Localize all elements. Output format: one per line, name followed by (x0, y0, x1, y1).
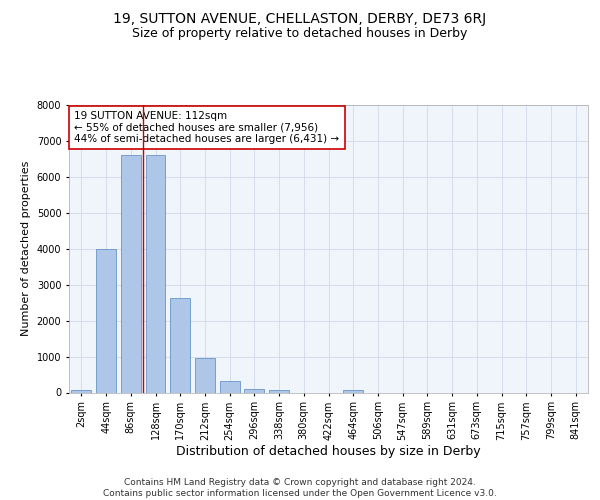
Bar (220, 380, 239, 392)
Text: Contains HM Land Registry data © Crown copyright and database right 2024.
Contai: Contains HM Land Registry data © Crown c… (103, 478, 497, 498)
Bar (96, 250, 116, 392)
Bar (121, 156, 140, 392)
Text: Size of property relative to detached houses in Derby: Size of property relative to detached ho… (133, 28, 467, 40)
X-axis label: Distribution of detached houses by size in Derby: Distribution of detached houses by size … (176, 445, 481, 458)
Y-axis label: Number of detached properties: Number of detached properties (21, 161, 31, 336)
Bar (244, 388, 264, 392)
Bar (343, 390, 363, 392)
Text: 19, SUTTON AVENUE, CHELLASTON, DERBY, DE73 6RJ: 19, SUTTON AVENUE, CHELLASTON, DERBY, DE… (113, 12, 487, 26)
Bar (170, 298, 190, 392)
Bar (269, 390, 289, 392)
Text: 19 SUTTON AVENUE: 112sqm
← 55% of detached houses are smaller (7,956)
44% of sem: 19 SUTTON AVENUE: 112sqm ← 55% of detach… (74, 111, 340, 144)
Bar (71, 390, 91, 392)
Bar (146, 156, 166, 392)
Bar (195, 358, 215, 392)
